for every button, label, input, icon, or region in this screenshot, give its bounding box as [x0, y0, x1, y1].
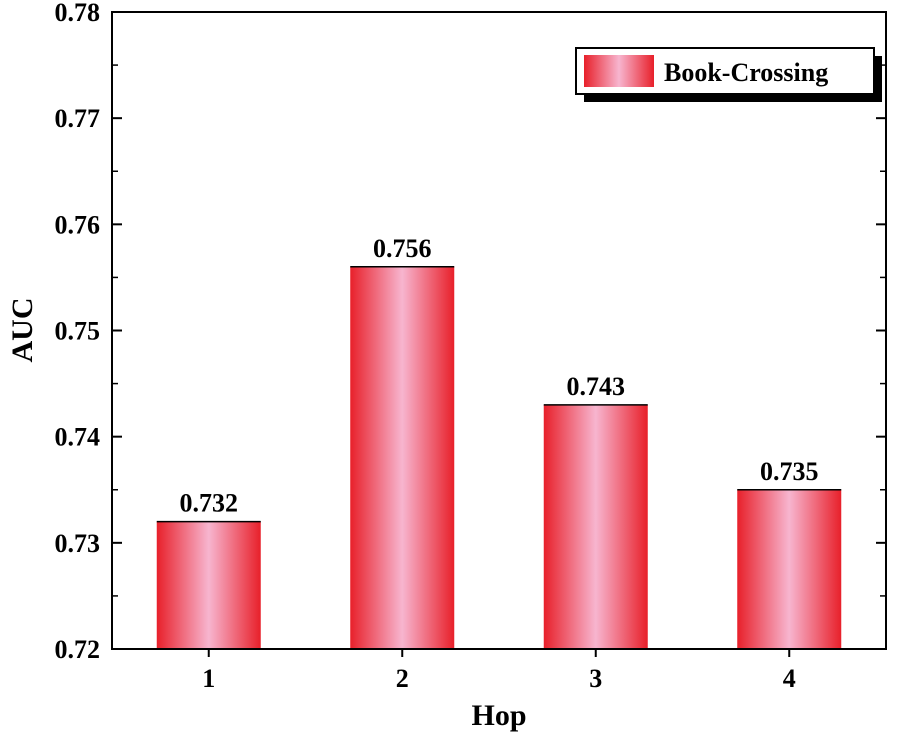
bar-hop-3: [543, 404, 648, 649]
y-tick-label: 0.72: [55, 635, 101, 664]
y-tick-labels: 0.72 0.73 0.74 0.75 0.76 0.77 0.78: [55, 0, 101, 664]
y-tick-label: 0.77: [55, 104, 101, 133]
y-tick-label: 0.73: [55, 529, 101, 558]
data-label-hop-4: 0.735: [760, 457, 819, 486]
x-tick-label: 3: [589, 664, 602, 693]
x-axis-title: Hop: [471, 699, 526, 732]
bar-hop-1: [156, 521, 261, 649]
y-axis-title: AUC: [6, 298, 39, 363]
y-tick-label: 0.75: [55, 317, 101, 346]
bars: [156, 266, 842, 649]
x-tick-label: 1: [202, 664, 215, 693]
y-tick-label: 0.78: [55, 0, 101, 27]
bar-hop-4: [737, 489, 842, 649]
x-tick-label: 2: [396, 664, 409, 693]
data-label-hop-1: 0.732: [180, 489, 239, 518]
legend-swatch: [584, 55, 654, 87]
y-tick-label: 0.74: [55, 423, 101, 452]
data-label-hop-3: 0.743: [567, 372, 626, 401]
bar-hop-2: [350, 266, 455, 649]
plot-frame: [111, 11, 887, 650]
legend-label: Book-Crossing: [664, 58, 828, 87]
y-tick-label: 0.76: [55, 210, 101, 239]
data-labels: 0.732 0.756 0.743 0.735: [180, 234, 819, 518]
x-tick-label: 4: [783, 664, 796, 693]
x-tick-labels: 1 2 3 4: [202, 664, 796, 693]
data-label-hop-2: 0.756: [373, 234, 432, 263]
legend: Book-Crossing: [575, 47, 882, 102]
